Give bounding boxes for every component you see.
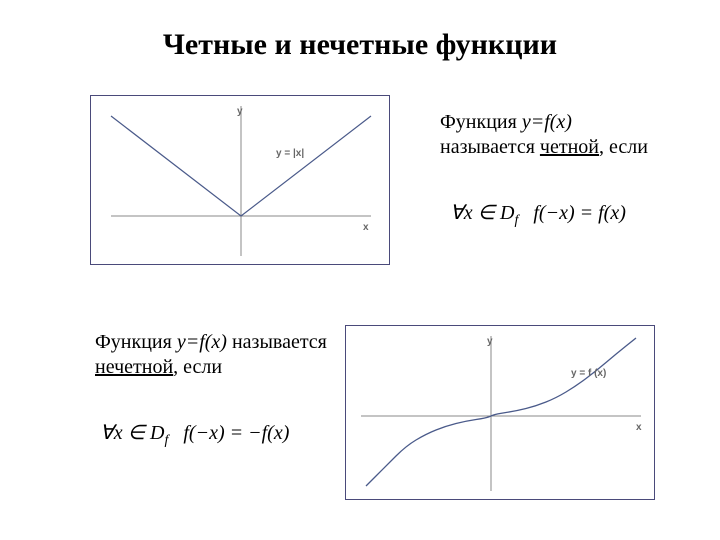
even-description: Функция y=f(x) называется четной, если xyxy=(440,110,670,160)
odd-func: y=f(x) xyxy=(177,331,227,353)
odd-chart-svg: y x y = f (x) xyxy=(346,326,656,501)
svg-text:x: x xyxy=(363,222,369,233)
odd-description: Функция y=f(x) называется нечетной, если xyxy=(95,330,335,380)
even-term: четной xyxy=(540,136,599,158)
svg-text:x: x xyxy=(636,422,642,433)
svg-text:y: y xyxy=(487,336,493,347)
even-function-chart: y x y = |x| xyxy=(90,95,390,265)
even-formula: ∀x ∈ Df f(−x) = f(x) xyxy=(450,200,626,229)
svg-text:y = |x|: y = |x| xyxy=(276,148,304,159)
svg-text:y: y xyxy=(237,106,243,117)
odd-prefix: Функция xyxy=(95,331,177,353)
odd-suffix: , если xyxy=(173,356,222,378)
even-chart-svg: y x y = |x| xyxy=(91,96,391,266)
even-prefix: Функция xyxy=(440,111,522,133)
odd-term: нечетной xyxy=(95,356,173,378)
svg-text:y = f (x): y = f (x) xyxy=(571,368,606,379)
odd-formula: ∀x ∈ Df f(−x) = −f(x) xyxy=(100,420,289,449)
odd-mid: называется xyxy=(227,331,327,353)
page-title: Четные и нечетные функции xyxy=(0,28,720,62)
even-suffix: , если xyxy=(599,136,648,158)
even-func: y=f(x) xyxy=(522,111,572,133)
odd-function-chart: y x y = f (x) xyxy=(345,325,655,500)
even-mid: называется xyxy=(440,136,540,158)
